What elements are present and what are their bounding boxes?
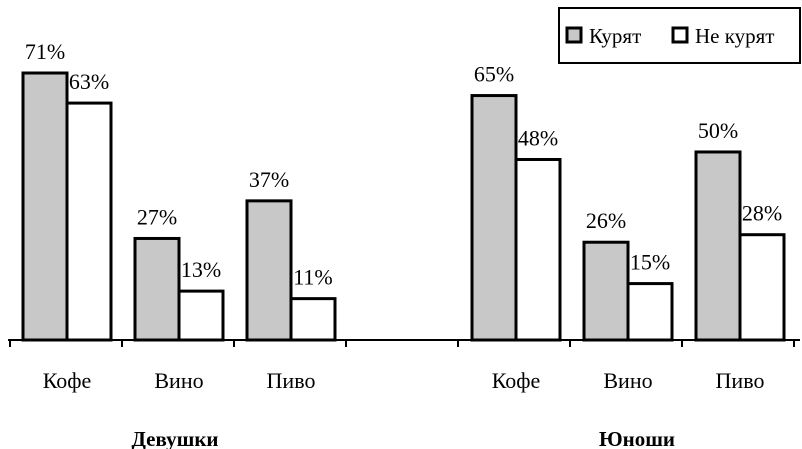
category-label: Пиво bbox=[716, 368, 765, 393]
category-label: Кофе bbox=[492, 368, 541, 393]
category-label: Кофе bbox=[43, 368, 92, 393]
category-label: Вино bbox=[154, 368, 203, 393]
data-label: 13% bbox=[181, 257, 221, 282]
legend-swatch-smoke bbox=[565, 26, 583, 44]
bar-girls-nosmoke bbox=[65, 101, 113, 342]
data-label: 48% bbox=[518, 125, 558, 150]
data-label: 15% bbox=[630, 250, 670, 275]
legend-swatch-nosmoke bbox=[671, 26, 689, 44]
bar-boys-nosmoke bbox=[738, 233, 786, 342]
legend-label: Курят bbox=[589, 24, 641, 48]
category-label: Вино bbox=[603, 368, 652, 393]
legend-label: Не курят bbox=[695, 24, 774, 48]
group-label: Юноши bbox=[599, 427, 675, 449]
data-label: 37% bbox=[249, 167, 289, 192]
group-label: Девушки bbox=[131, 427, 218, 449]
bar-boys-nosmoke bbox=[514, 157, 562, 342]
bar-boys-nosmoke bbox=[626, 282, 674, 342]
bar-girls-smoke bbox=[21, 71, 69, 342]
data-label: 11% bbox=[293, 265, 333, 290]
bar-girls-nosmoke bbox=[177, 289, 225, 342]
data-label: 50% bbox=[698, 118, 738, 143]
bar-boys-smoke bbox=[582, 240, 630, 342]
bar-girls-smoke bbox=[133, 236, 181, 342]
data-label: 27% bbox=[137, 204, 177, 229]
data-label: 63% bbox=[69, 69, 109, 94]
data-label: 26% bbox=[586, 208, 626, 233]
bar-girls-nosmoke bbox=[289, 297, 337, 342]
bar-boys-smoke bbox=[470, 94, 518, 342]
category-label: Пиво bbox=[267, 368, 316, 393]
bar-boys-smoke bbox=[694, 150, 742, 342]
data-label: 65% bbox=[474, 62, 514, 87]
data-label: 71% bbox=[25, 39, 65, 64]
legend-box bbox=[558, 7, 801, 64]
bar-girls-smoke bbox=[245, 199, 293, 342]
data-label: 28% bbox=[742, 201, 782, 226]
